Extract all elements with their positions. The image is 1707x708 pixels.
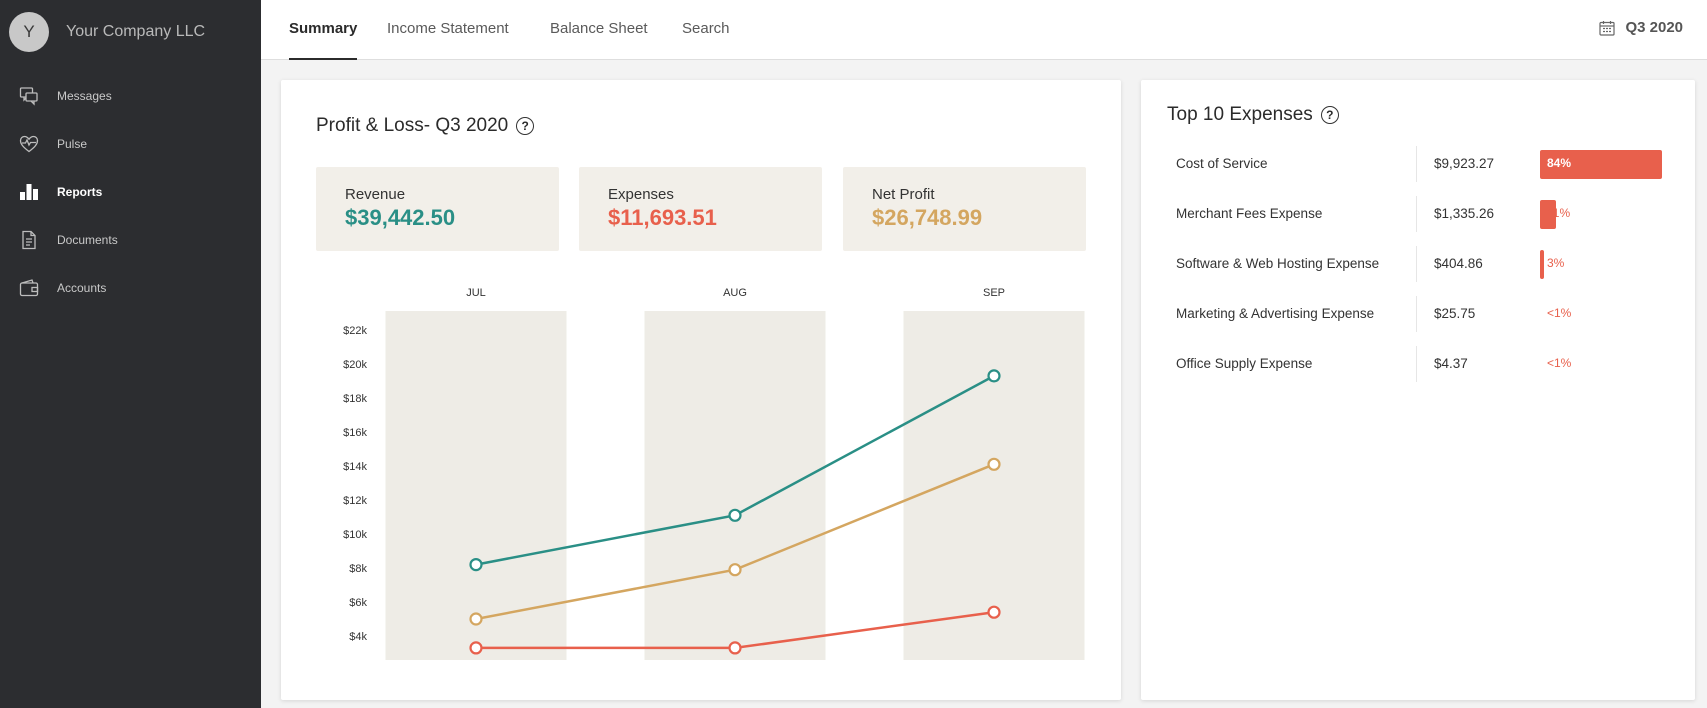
data-point bbox=[728, 508, 742, 522]
help-icon[interactable]: ? bbox=[1320, 106, 1339, 124]
expense-amount: $404.86 bbox=[1434, 256, 1483, 271]
calendar-icon bbox=[1599, 20, 1616, 36]
kpi-net-profit: Net Profit $26,748.99 bbox=[843, 167, 1086, 251]
sidebar-item-reports[interactable]: Reports bbox=[0, 168, 261, 216]
expense-name: Marketing & Advertising Expense bbox=[1176, 306, 1375, 321]
sidebar-item-label: Documents bbox=[57, 233, 118, 247]
y-tick-label: $20k bbox=[343, 359, 367, 371]
expense-percent: 11% bbox=[1547, 206, 1571, 220]
y-tick-label: $8k bbox=[349, 563, 367, 575]
expense-amount: $1,335.26 bbox=[1434, 206, 1495, 221]
data-point bbox=[987, 605, 1001, 619]
expense-percent: <1% bbox=[1547, 356, 1572, 370]
expense-name: Software & Web Hosting Expense bbox=[1176, 256, 1380, 271]
data-point bbox=[469, 641, 483, 655]
reports-icon bbox=[19, 182, 39, 202]
top-expenses-card: Top 10 Expenses ? Cost of Service $9,923.… bbox=[1141, 80, 1695, 700]
pulse-icon bbox=[19, 134, 39, 154]
sidebar-item-messages[interactable]: Messages bbox=[0, 72, 261, 120]
x-tick-label: JUL bbox=[466, 287, 486, 299]
expense-name: Office Supply Expense bbox=[1176, 356, 1313, 371]
expense-amount: $4.37 bbox=[1434, 356, 1468, 371]
y-tick-label: $22k bbox=[343, 325, 367, 337]
sidebar: Y Your Company LLC Messages Pulse Report… bbox=[0, 0, 261, 708]
expense-row[interactable]: Marketing & Advertising Expense $25.75 <1% bbox=[1164, 294, 1674, 334]
expense-row[interactable]: Software & Web Hosting Expense $404.86 3% bbox=[1164, 244, 1674, 284]
y-tick-label: $16k bbox=[343, 427, 367, 439]
kpi-value: $39,442.50 bbox=[345, 205, 456, 230]
kpi-label: Expenses bbox=[608, 186, 674, 203]
x-tick-label: SEP bbox=[983, 287, 1005, 299]
divider bbox=[1416, 196, 1417, 232]
y-tick-label: $14k bbox=[343, 461, 367, 473]
data-point bbox=[469, 612, 483, 626]
profit-loss-chart: JUL AUG SEP $22k $20k $18k $16k $14k $12k $10k $8k… bbox=[343, 287, 1085, 660]
expense-bar bbox=[1540, 150, 1662, 179]
company-switcher[interactable]: Y Your Company LLC bbox=[9, 12, 205, 52]
divider bbox=[1416, 296, 1417, 332]
messages-icon bbox=[19, 86, 39, 106]
data-point bbox=[728, 563, 742, 577]
sidebar-item-label: Pulse bbox=[57, 137, 88, 151]
kpi-value: $11,693.51 bbox=[608, 205, 717, 230]
expense-row[interactable]: Office Supply Expense $4.37 <1% bbox=[1164, 344, 1674, 384]
data-point bbox=[987, 457, 1001, 471]
tab-summary[interactable]: Summary bbox=[289, 20, 358, 60]
divider bbox=[1416, 146, 1417, 182]
profit-loss-card: Profit & Loss- Q3 2020 ? Revenue $39,442… bbox=[281, 80, 1121, 700]
expense-amount: $25.75 bbox=[1434, 306, 1476, 321]
y-tick-label: $10k bbox=[343, 529, 367, 541]
kpi-value: $26,748.99 bbox=[872, 205, 983, 230]
expense-bar bbox=[1540, 200, 1556, 229]
card-title: Top 10 Expenses bbox=[1167, 104, 1313, 125]
y-tick-label: $6k bbox=[349, 597, 367, 609]
sidebar-item-label: Reports bbox=[57, 185, 103, 199]
top-header: Summary Income Statement Balance Sheet S… bbox=[261, 0, 1707, 60]
expense-percent: 84% bbox=[1547, 156, 1572, 170]
documents-icon bbox=[19, 230, 39, 250]
expense-row[interactable]: Merchant Fees Expense $1,335.26 11% bbox=[1164, 194, 1674, 234]
tab-balance-sheet[interactable]: Balance Sheet bbox=[550, 20, 648, 37]
divider bbox=[1416, 246, 1417, 282]
y-tick-label: $4k bbox=[349, 631, 367, 643]
expense-amount: $9,923.27 bbox=[1434, 156, 1495, 171]
divider bbox=[1416, 346, 1417, 382]
data-point bbox=[728, 641, 742, 655]
top-expenses-title-row: Top 10 Expenses ? bbox=[1167, 104, 1339, 126]
chart-column bbox=[644, 311, 826, 660]
sidebar-item-label: Accounts bbox=[57, 281, 107, 295]
expense-row[interactable]: Cost of Service $9,923.27 84% bbox=[1164, 144, 1674, 184]
sidebar-item-pulse[interactable]: Pulse bbox=[0, 120, 261, 168]
card-title: Profit & Loss- Q3 2020 bbox=[316, 115, 509, 136]
sidebar-item-documents[interactable]: Documents bbox=[0, 216, 261, 264]
y-tick-label: $12k bbox=[343, 495, 367, 507]
expense-name: Cost of Service bbox=[1176, 156, 1268, 171]
kpi-revenue: Revenue $39,442.50 bbox=[316, 167, 559, 251]
chart-column bbox=[385, 311, 567, 660]
chart-column bbox=[903, 311, 1085, 660]
x-tick-label: AUG bbox=[723, 287, 747, 299]
sidebar-item-accounts[interactable]: Accounts bbox=[0, 264, 261, 312]
tab-income-statement[interactable]: Income Statement bbox=[387, 20, 509, 37]
expense-bar bbox=[1540, 250, 1544, 279]
expense-name: Merchant Fees Expense bbox=[1176, 206, 1323, 221]
data-point bbox=[987, 369, 1001, 383]
period-selector[interactable]: Q3 2020 bbox=[1599, 19, 1683, 36]
period-label: Q3 2020 bbox=[1625, 19, 1683, 36]
sidebar-nav: Messages Pulse Reports Documents Account… bbox=[0, 72, 261, 312]
help-icon[interactable]: ? bbox=[516, 117, 535, 135]
avatar: Y bbox=[9, 12, 49, 52]
expense-percent: <1% bbox=[1547, 306, 1572, 320]
profit-loss-title-row: Profit & Loss- Q3 2020 ? bbox=[316, 115, 535, 137]
kpi-label: Net Profit bbox=[872, 186, 935, 203]
accounts-icon bbox=[19, 278, 39, 298]
sidebar-item-label: Messages bbox=[57, 89, 112, 103]
data-point bbox=[469, 558, 483, 572]
expense-percent: 3% bbox=[1547, 256, 1565, 270]
kpi-label: Revenue bbox=[345, 186, 406, 203]
kpi-expenses: Expenses $11,693.51 bbox=[579, 167, 822, 251]
company-name: Your Company LLC bbox=[66, 23, 206, 40]
tab-search[interactable]: Search bbox=[682, 20, 730, 37]
y-tick-label: $18k bbox=[343, 393, 367, 405]
